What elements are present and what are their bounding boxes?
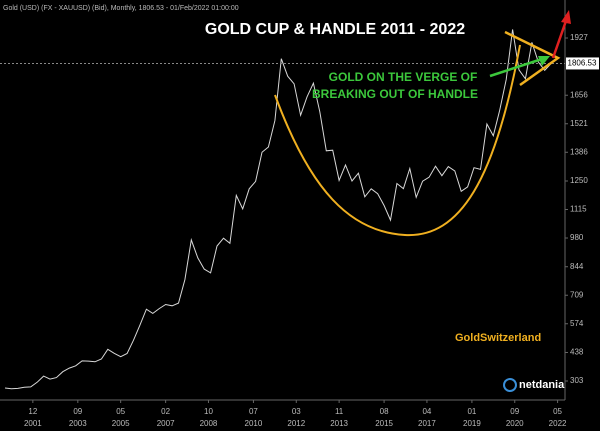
handle-triangle	[504, 30, 561, 87]
x-tick-label: 12	[28, 407, 37, 416]
x-tick-label: 03	[292, 407, 301, 416]
x-tick-label: 08	[380, 407, 389, 416]
x-tick-label: 05	[116, 407, 125, 416]
x-tick-label: 2020	[506, 419, 524, 428]
x-tick-label: 09	[510, 407, 519, 416]
brand-logo	[503, 378, 517, 392]
x-tick-label: 2001	[24, 419, 42, 428]
watermark: GoldSwitzerland	[455, 332, 541, 344]
y-tick-label: 1386	[570, 147, 588, 156]
x-tick-label: 2017	[418, 419, 436, 428]
price-line	[4, 29, 552, 390]
x-tick-label: 2005	[112, 419, 130, 428]
chart-header: Gold (USD) (FX - XAUUSD) (Bid), Monthly,…	[3, 5, 239, 12]
annotation: GOLD ON THE VERGE OF	[329, 70, 478, 84]
x-tick-label: 2013	[330, 419, 348, 428]
y-tick-label: 574	[570, 319, 584, 328]
y-tick-label: 709	[570, 290, 584, 299]
y-tick-label: 980	[570, 233, 584, 242]
x-tick-label: 02	[161, 407, 170, 416]
green-arrow	[489, 56, 546, 78]
x-tick-label: 2003	[69, 419, 87, 428]
y-tick-label: 1927	[570, 33, 588, 42]
chart-title: GOLD CUP & HANDLE 2011 - 2022	[205, 21, 465, 38]
red-arrow	[551, 17, 569, 59]
x-tick-label: 09	[73, 407, 82, 416]
x-tick-label: 2007	[157, 419, 175, 428]
y-tick-label: 438	[570, 348, 584, 357]
annotation: BREAKING OUT OF HANDLE	[312, 87, 478, 101]
y-tick-label: 1656	[570, 90, 588, 99]
y-tick-label: 303	[570, 376, 584, 385]
x-tick-label: 11	[335, 407, 344, 416]
x-tick-label: 2012	[287, 419, 305, 428]
red-arrowhead	[561, 10, 571, 24]
y-tick-label: 1521	[570, 119, 588, 128]
brand: netdania	[519, 379, 565, 391]
x-tick-label: 10	[204, 407, 213, 416]
plot: 303 438 574 709 844 980 1115 1250 1386 1521 1656 19…	[0, 29, 599, 428]
x-tick-label: 05	[553, 407, 562, 416]
cup-curve	[274, 44, 521, 237]
x-tick-label: 2010	[245, 419, 263, 428]
last-price-box	[566, 57, 599, 70]
y-tick-label: 844	[570, 262, 584, 271]
x-tick-label: 2015	[375, 419, 393, 428]
last-price-label: 1806.53	[568, 59, 597, 68]
y-tick-label: 1250	[570, 176, 588, 185]
x-tick-label: 2008	[200, 419, 218, 428]
x-tick-label: 04	[422, 407, 431, 416]
x-tick-label: 07	[249, 407, 258, 416]
x-tick-label: 2019	[463, 419, 481, 428]
x-tick-label: 2022	[549, 419, 567, 428]
x-tick-label: 01	[467, 407, 476, 416]
green-arrowhead	[538, 56, 550, 66]
y-tick-label: 1115	[570, 205, 587, 214]
